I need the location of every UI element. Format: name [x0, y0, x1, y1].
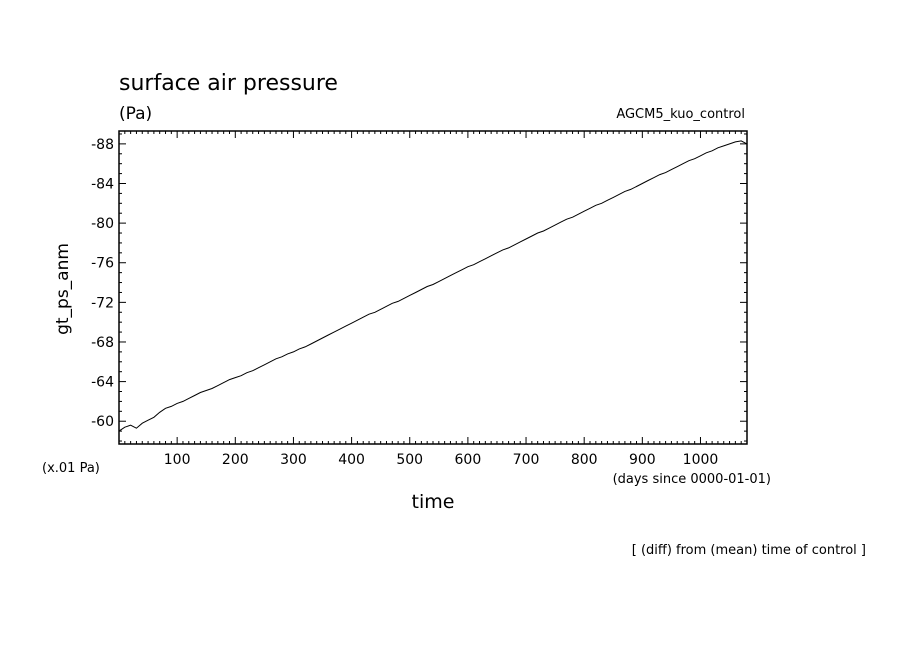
x-tick-label: 200 [222, 452, 249, 468]
x-tick-label: 100 [164, 452, 191, 468]
x-units-label: (days since 0000-01-01) [613, 472, 771, 487]
y-tick-label: -88 [91, 137, 114, 153]
x-axis-ticks: 100 200 300 400 500 600 700 800 900 1000 [124, 131, 742, 468]
y-tick-label: -76 [91, 256, 114, 272]
x-tick-label: 500 [396, 452, 423, 468]
x-tick-label: 700 [513, 452, 540, 468]
x-tick-label: 400 [338, 452, 365, 468]
y-tick-label: -84 [91, 176, 114, 192]
dataset-label: AGCM5_kuo_control [616, 107, 745, 122]
footer-note: [ (diff) from (mean) time of control ] [632, 543, 866, 558]
unit-label: (Pa) [119, 104, 152, 124]
x-axis-label: time [412, 491, 455, 513]
x-tick-label: 600 [455, 452, 482, 468]
y-axis-label: gt_ps_anm [53, 243, 73, 335]
x-tick-label: 900 [629, 452, 656, 468]
y-tick-label: -72 [91, 295, 114, 311]
x-tick-label: 1000 [683, 452, 719, 468]
y-scale-note: (x.01 Pa) [42, 461, 100, 476]
series-line [118, 140, 748, 432]
y-axis-ticks: -60 -64 -68 -72 -76 -80 -84 -88 [91, 133, 747, 442]
y-tick-label: -60 [91, 414, 114, 430]
chart-title: surface air pressure [119, 71, 338, 96]
y-tick-label: -64 [91, 375, 114, 391]
x-tick-label: 800 [571, 452, 598, 468]
y-tick-label: -80 [91, 216, 114, 232]
y-tick-label: -68 [91, 335, 114, 351]
x-tick-label: 300 [280, 452, 307, 468]
series-layer [118, 140, 748, 432]
